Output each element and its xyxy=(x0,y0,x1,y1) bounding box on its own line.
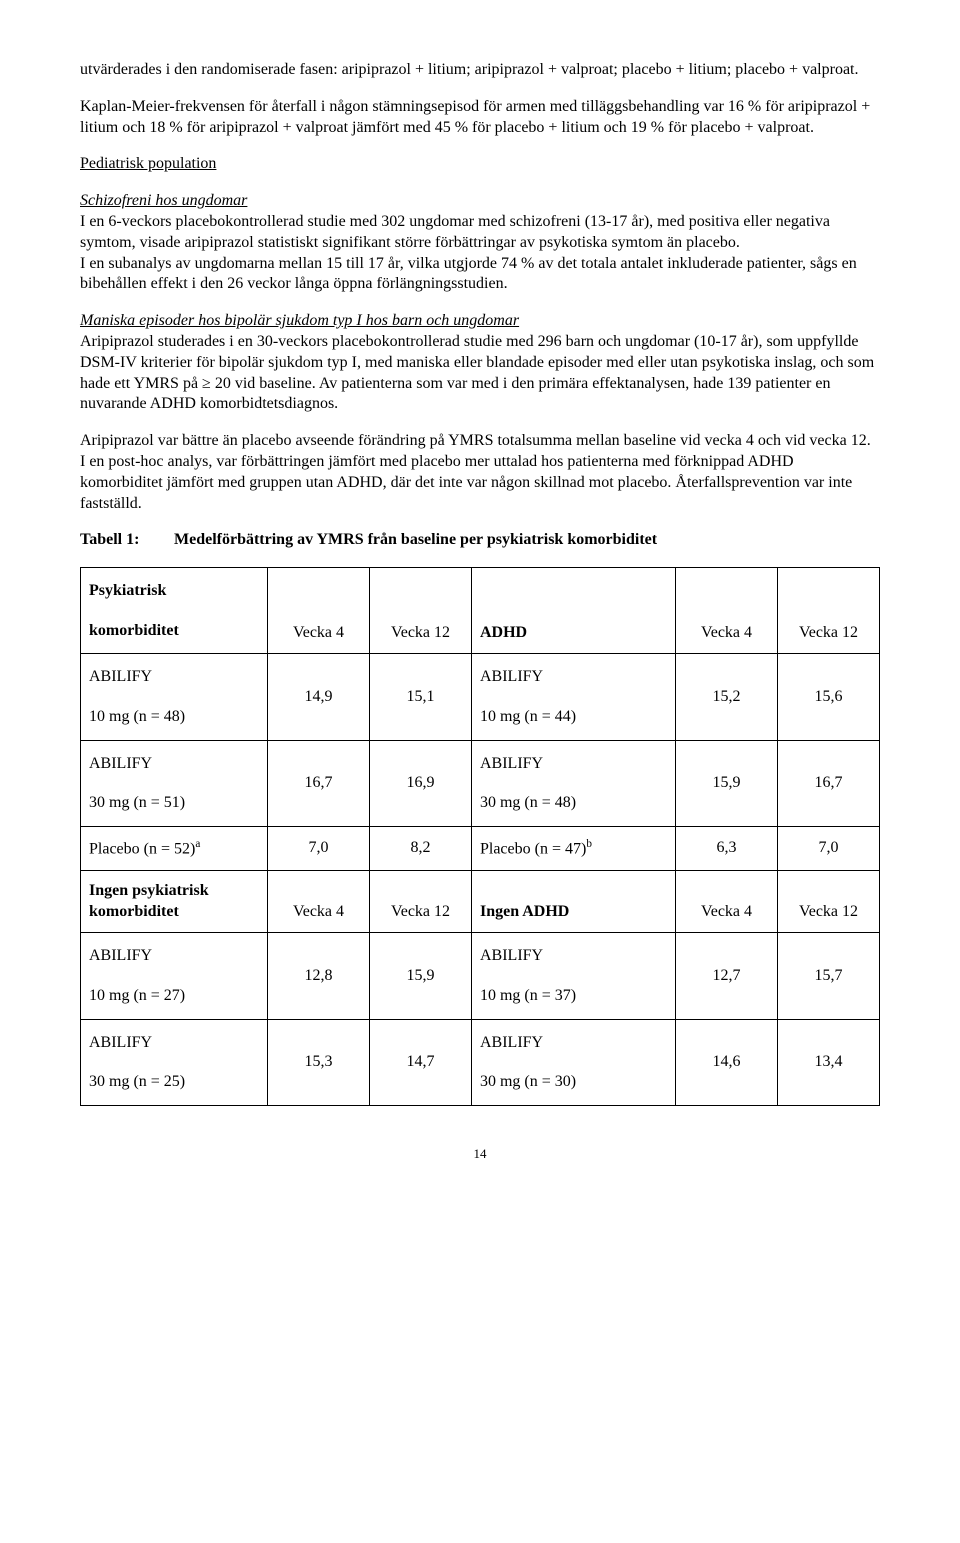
drug-name: ABILIFY xyxy=(480,1030,667,1056)
cell-value: 14,6 xyxy=(675,1019,777,1105)
drug-name: ABILIFY xyxy=(480,943,667,969)
dose-text: 30 mg (n = 51) xyxy=(89,794,185,811)
table-header-row: Ingen psykiatrisk komorbiditet Vecka 4 V… xyxy=(81,870,880,933)
drug-name: ABILIFY xyxy=(480,664,667,690)
cell-label: ABILIFY 30 mg (n = 48) xyxy=(471,740,675,826)
cell-value: 16,9 xyxy=(369,740,471,826)
header-psykiatrisk: Psykiatrisk komorbiditet xyxy=(81,568,268,654)
header-text: Psykiatrisk xyxy=(89,578,259,604)
paragraph: Aripiprazol var bättre än placebo avseen… xyxy=(80,431,880,514)
header-vecka4: Vecka 4 xyxy=(675,870,777,933)
cell-label: Placebo (n = 52)a xyxy=(81,826,268,870)
body-text: I en 6-veckors placebokontrollerad studi… xyxy=(80,213,830,251)
paragraph: Schizofreni hos ungdomar I en 6-veckors … xyxy=(80,191,880,295)
cell-value: 13,4 xyxy=(777,1019,879,1105)
placebo-text: Placebo (n = 47) xyxy=(480,840,586,857)
drug-name: ABILIFY xyxy=(89,943,259,969)
dose-text: 10 mg (n = 27) xyxy=(89,987,185,1004)
cell-value: 15,3 xyxy=(267,1019,369,1105)
cell-label: ABILIFY 30 mg (n = 30) xyxy=(471,1019,675,1105)
header-vecka4: Vecka 4 xyxy=(267,568,369,654)
dose-text: 10 mg (n = 48) xyxy=(89,708,185,725)
header-vecka12: Vecka 12 xyxy=(777,568,879,654)
drug-name: ABILIFY xyxy=(89,1030,259,1056)
dose-text: 30 mg (n = 25) xyxy=(89,1073,185,1090)
cell-value: 15,7 xyxy=(777,933,879,1019)
cell-label: ABILIFY 30 mg (n = 51) xyxy=(81,740,268,826)
paragraph: Kaplan-Meier-frekvensen för återfall i n… xyxy=(80,97,880,139)
paragraph: Maniska episoder hos bipolär sjukdom typ… xyxy=(80,311,880,415)
cell-label: Placebo (n = 47)b xyxy=(471,826,675,870)
drug-name: ABILIFY xyxy=(89,751,259,777)
table-row: ABILIFY 10 mg (n = 48) 14,9 15,1 ABILIFY… xyxy=(81,654,880,740)
ymrs-table: Psykiatrisk komorbiditet Vecka 4 Vecka 1… xyxy=(80,567,880,1106)
table-label: Tabell 1: xyxy=(80,530,170,551)
header-adhd: ADHD xyxy=(471,568,675,654)
cell-label: ABILIFY 10 mg (n = 44) xyxy=(471,654,675,740)
page-number: 14 xyxy=(80,1146,880,1163)
heading-maniska: Maniska episoder hos bipolär sjukdom typ… xyxy=(80,312,519,329)
header-text: komorbiditet xyxy=(89,622,179,639)
dose-text: 10 mg (n = 44) xyxy=(480,708,576,725)
footnote-ref: b xyxy=(586,838,592,850)
cell-value: 14,9 xyxy=(267,654,369,740)
drug-name: ABILIFY xyxy=(480,751,667,777)
dose-text: 30 mg (n = 48) xyxy=(480,794,576,811)
cell-value: 8,2 xyxy=(369,826,471,870)
paragraph: utvärderades i den randomiserade fasen: … xyxy=(80,60,880,81)
cell-value: 16,7 xyxy=(267,740,369,826)
header-ingen-psyk: Ingen psykiatrisk komorbiditet xyxy=(81,870,268,933)
cell-value: 15,1 xyxy=(369,654,471,740)
cell-value: 14,7 xyxy=(369,1019,471,1105)
table-row: ABILIFY 30 mg (n = 51) 16,7 16,9 ABILIFY… xyxy=(81,740,880,826)
table-row: ABILIFY 10 mg (n = 27) 12,8 15,9 ABILIFY… xyxy=(81,933,880,1019)
footnote-ref: a xyxy=(195,838,200,850)
header-vecka12: Vecka 12 xyxy=(369,870,471,933)
cell-value: 7,0 xyxy=(777,826,879,870)
header-text: Ingen psykiatrisk xyxy=(89,882,209,899)
body-text: I en subanalys av ungdomarna mellan 15 t… xyxy=(80,255,857,293)
cell-label: ABILIFY 10 mg (n = 27) xyxy=(81,933,268,1019)
dose-text: 30 mg (n = 30) xyxy=(480,1073,576,1090)
cell-value: 12,7 xyxy=(675,933,777,1019)
cell-value: 12,8 xyxy=(267,933,369,1019)
placebo-text: Placebo (n = 52) xyxy=(89,840,195,857)
table-header-row: Psykiatrisk komorbiditet Vecka 4 Vecka 1… xyxy=(81,568,880,654)
header-text: komorbiditet xyxy=(89,903,179,920)
cell-value: 16,7 xyxy=(777,740,879,826)
header-vecka4: Vecka 4 xyxy=(267,870,369,933)
cell-value: 15,2 xyxy=(675,654,777,740)
cell-label: ABILIFY 30 mg (n = 25) xyxy=(81,1019,268,1105)
cell-label: ABILIFY 10 mg (n = 37) xyxy=(471,933,675,1019)
heading-pediatric: Pediatrisk population xyxy=(80,154,880,175)
cell-value: 15,9 xyxy=(675,740,777,826)
header-vecka12: Vecka 12 xyxy=(369,568,471,654)
table-caption: Tabell 1: Medelförbättring av YMRS från … xyxy=(80,530,880,551)
header-vecka12: Vecka 12 xyxy=(777,870,879,933)
table-title-text: Medelförbättring av YMRS från baseline p… xyxy=(174,531,657,548)
drug-name: ABILIFY xyxy=(89,664,259,690)
header-ingen-adhd: Ingen ADHD xyxy=(471,870,675,933)
cell-value: 7,0 xyxy=(267,826,369,870)
cell-value: 15,6 xyxy=(777,654,879,740)
cell-value: 15,9 xyxy=(369,933,471,1019)
table-row: Placebo (n = 52)a 7,0 8,2 Placebo (n = 4… xyxy=(81,826,880,870)
cell-value: 6,3 xyxy=(675,826,777,870)
heading-schizofreni: Schizofreni hos ungdomar xyxy=(80,192,247,209)
header-vecka4: Vecka 4 xyxy=(675,568,777,654)
table-row: ABILIFY 30 mg (n = 25) 15,3 14,7 ABILIFY… xyxy=(81,1019,880,1105)
cell-label: ABILIFY 10 mg (n = 48) xyxy=(81,654,268,740)
dose-text: 10 mg (n = 37) xyxy=(480,987,576,1004)
body-text: Aripiprazol studerades i en 30-veckors p… xyxy=(80,333,874,412)
